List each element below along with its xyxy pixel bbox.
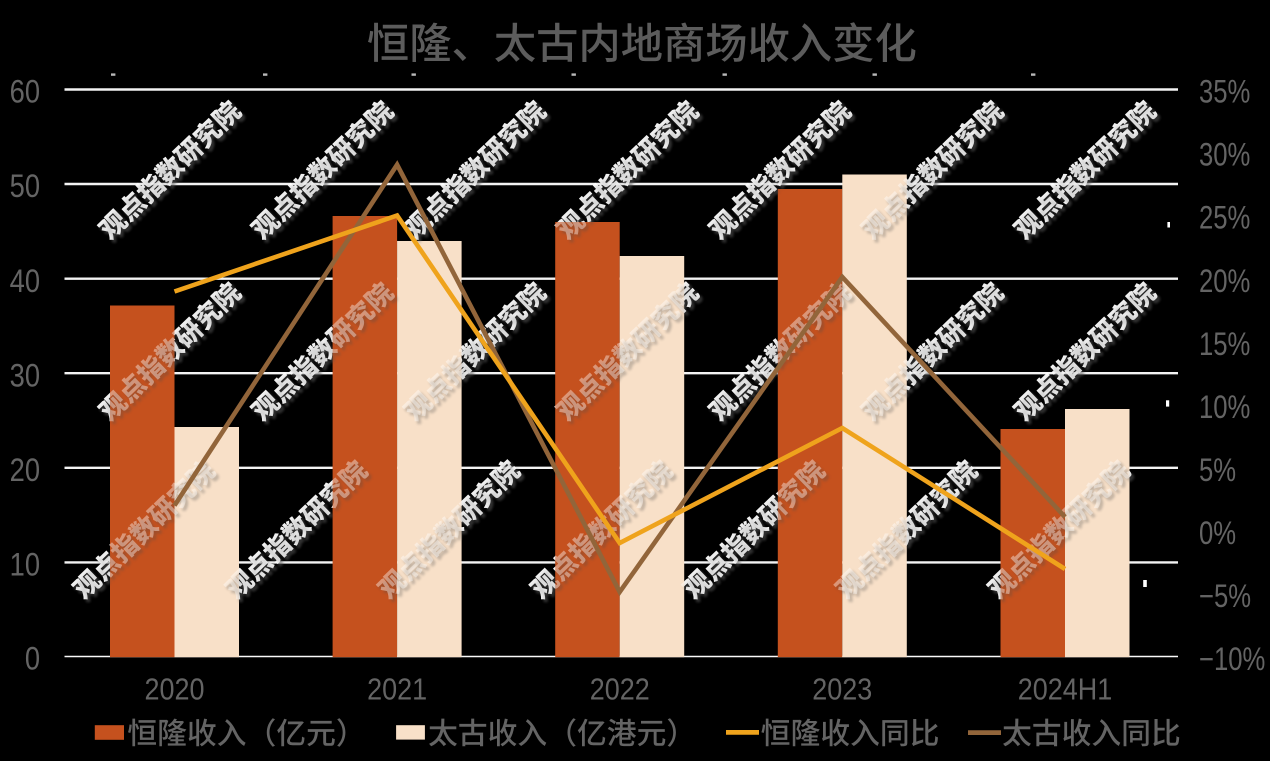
svg-text:30%: 30% [1199, 137, 1250, 174]
svg-text:2021: 2021 [367, 673, 427, 707]
svg-text:0: 0 [25, 641, 40, 677]
svg-text:2023: 2023 [812, 673, 872, 707]
svg-text:30: 30 [10, 358, 40, 394]
svg-text:15%: 15% [1199, 326, 1250, 363]
svg-text:−5%: −5% [1199, 578, 1251, 615]
svg-text:2022: 2022 [590, 673, 650, 707]
svg-text:10%: 10% [1199, 389, 1250, 426]
svg-text:40: 40 [10, 264, 40, 300]
svg-text:35%: 35% [1199, 74, 1250, 111]
svg-text:−10%: −10% [1199, 641, 1265, 678]
svg-text:5%: 5% [1199, 452, 1236, 489]
svg-text:20: 20 [10, 453, 40, 489]
svg-text:20%: 20% [1199, 263, 1250, 300]
svg-text:2020: 2020 [145, 673, 205, 707]
svg-text:25%: 25% [1199, 200, 1250, 237]
svg-text:50: 50 [10, 169, 40, 205]
svg-text:60: 60 [10, 74, 40, 110]
svg-text:10: 10 [10, 547, 40, 583]
svg-text:0%: 0% [1199, 515, 1236, 552]
svg-text:2024H1: 2024H1 [1018, 673, 1112, 707]
